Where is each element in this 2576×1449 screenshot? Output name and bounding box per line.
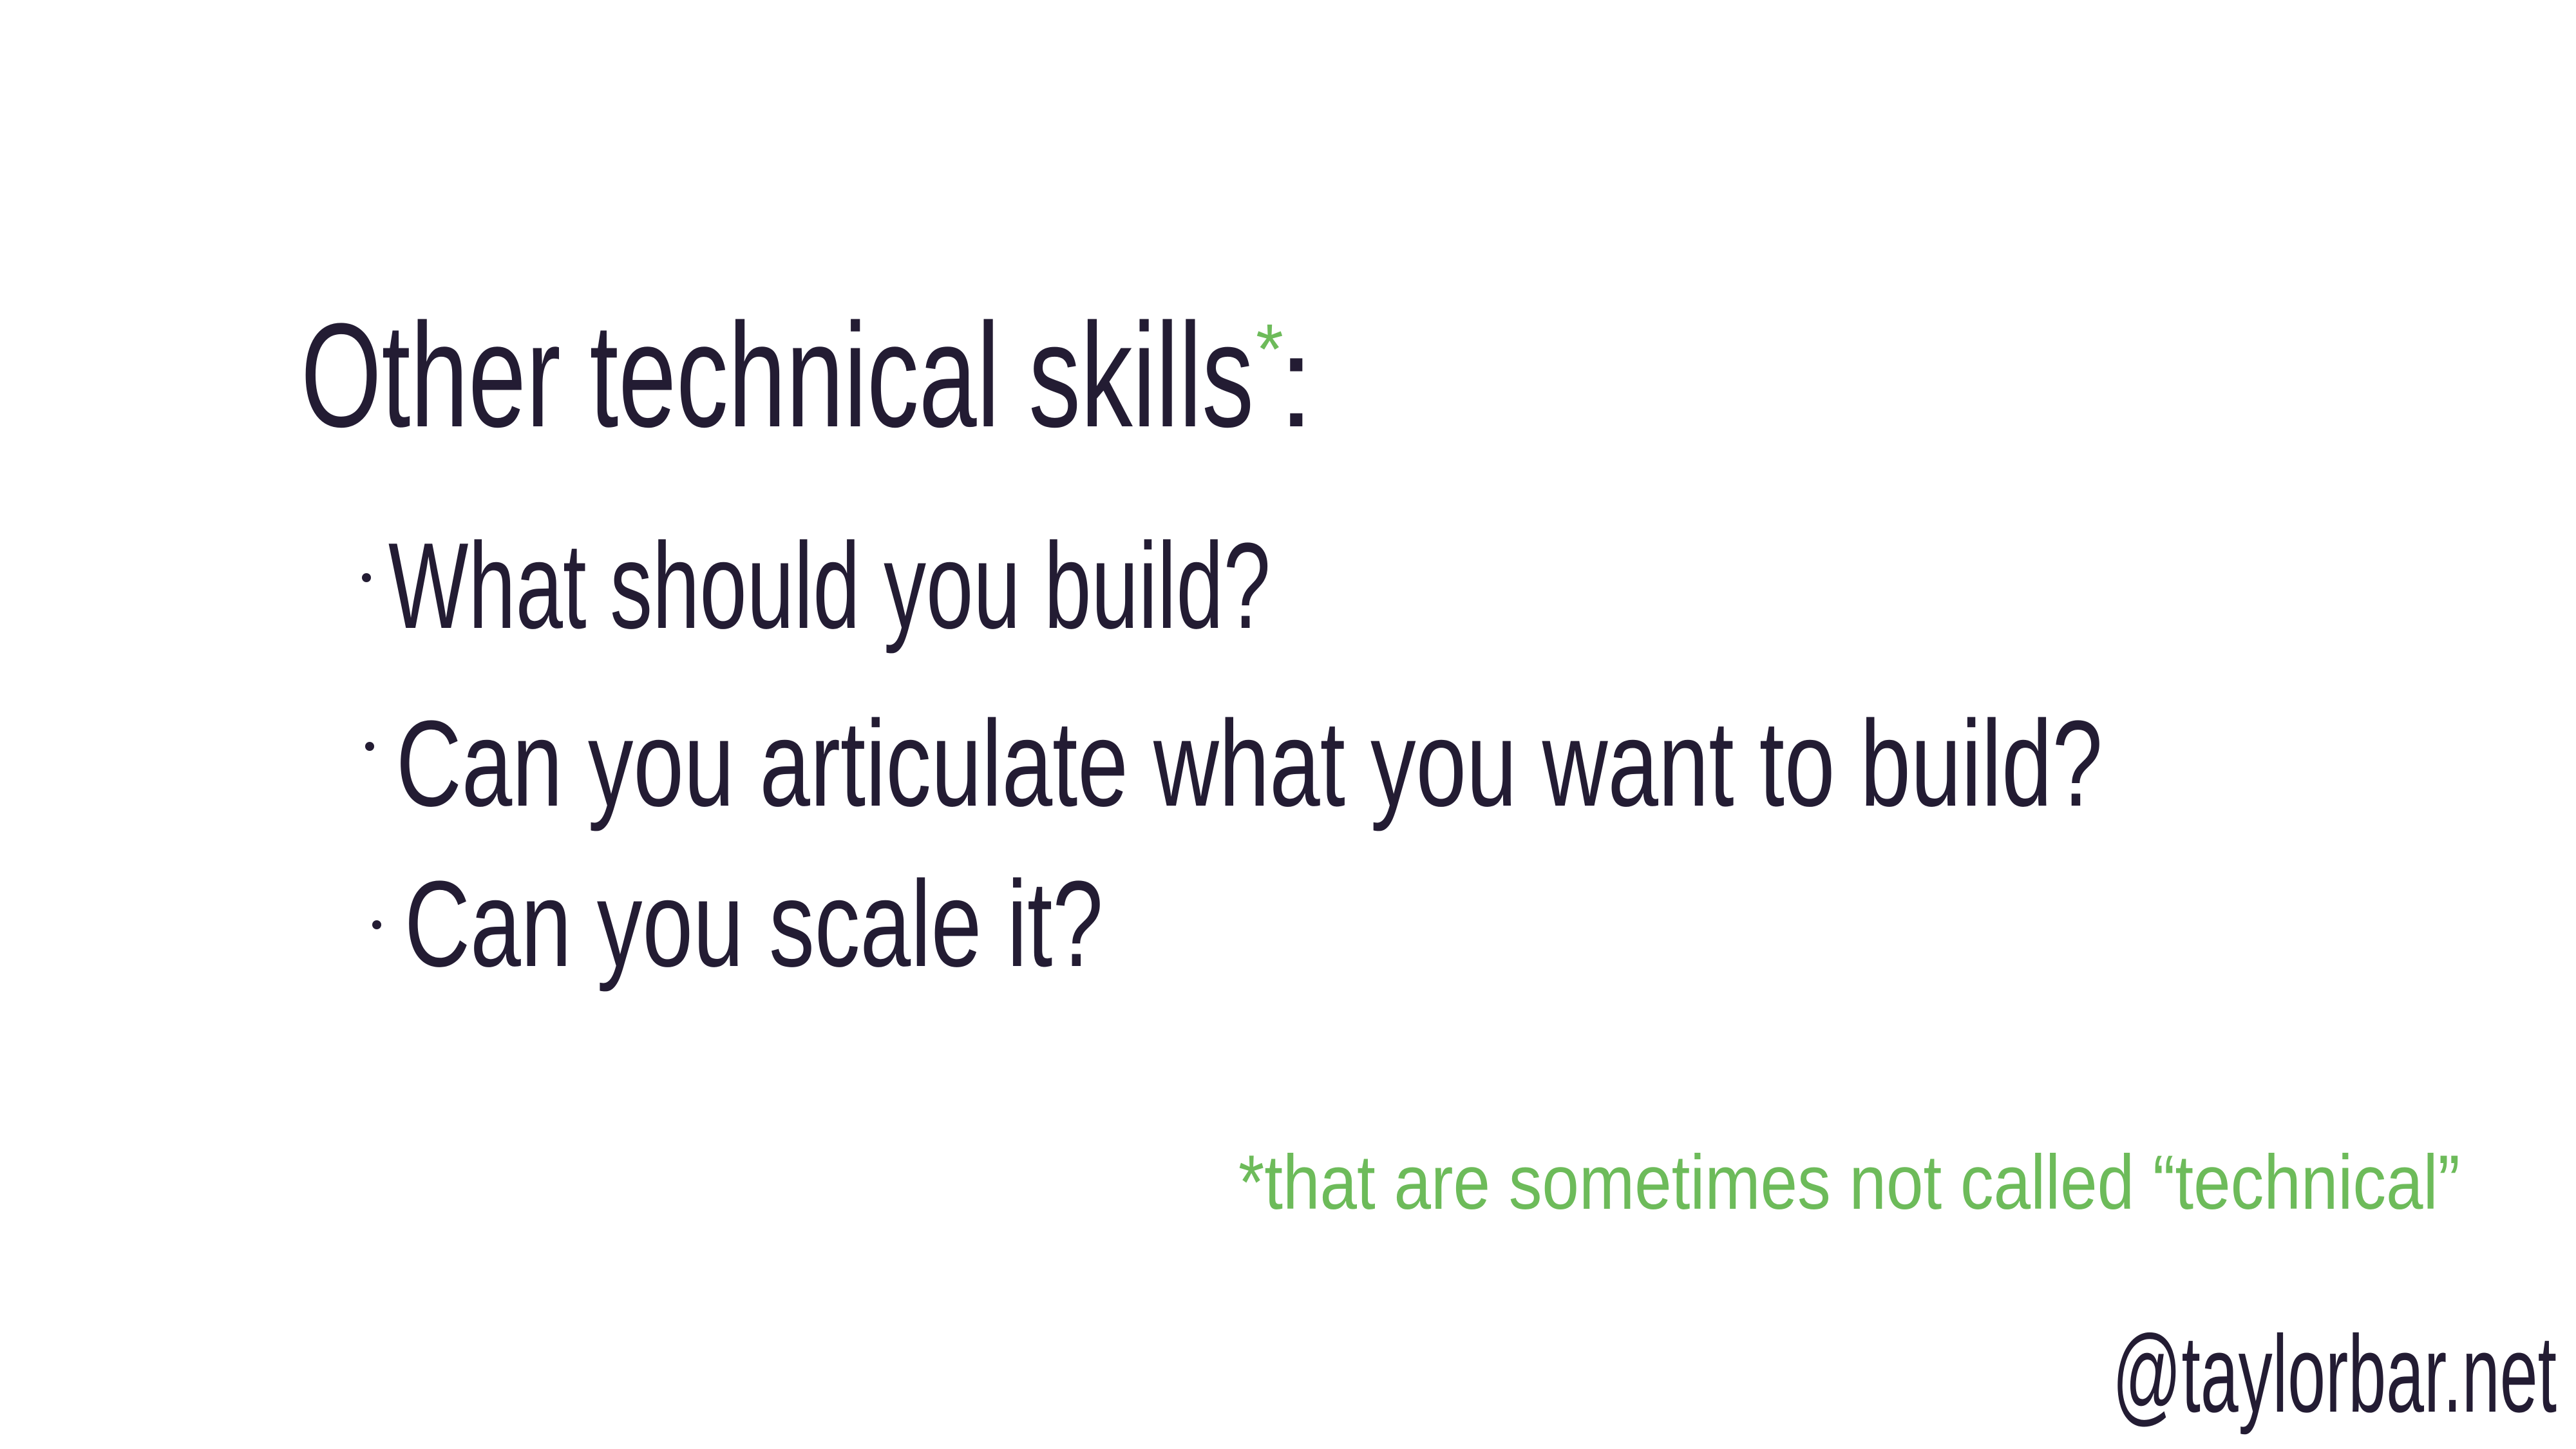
list-item: Can you articulate what you want to buil…	[396, 696, 2103, 832]
title-asterisk: *	[1256, 310, 1283, 389]
list-item: What should you build?	[388, 518, 1271, 654]
footnote: *that are sometimes not called “technica…	[1238, 1139, 2460, 1226]
list-item: Can you scale it?	[404, 856, 1103, 992]
bullet	[362, 573, 371, 582]
title-colon: :	[1278, 310, 1314, 454]
bullet	[365, 742, 374, 751]
bullet	[372, 920, 381, 929]
title: Other technical skills	[301, 292, 1254, 458]
handle: @taylorbar.net	[2112, 1313, 2557, 1435]
